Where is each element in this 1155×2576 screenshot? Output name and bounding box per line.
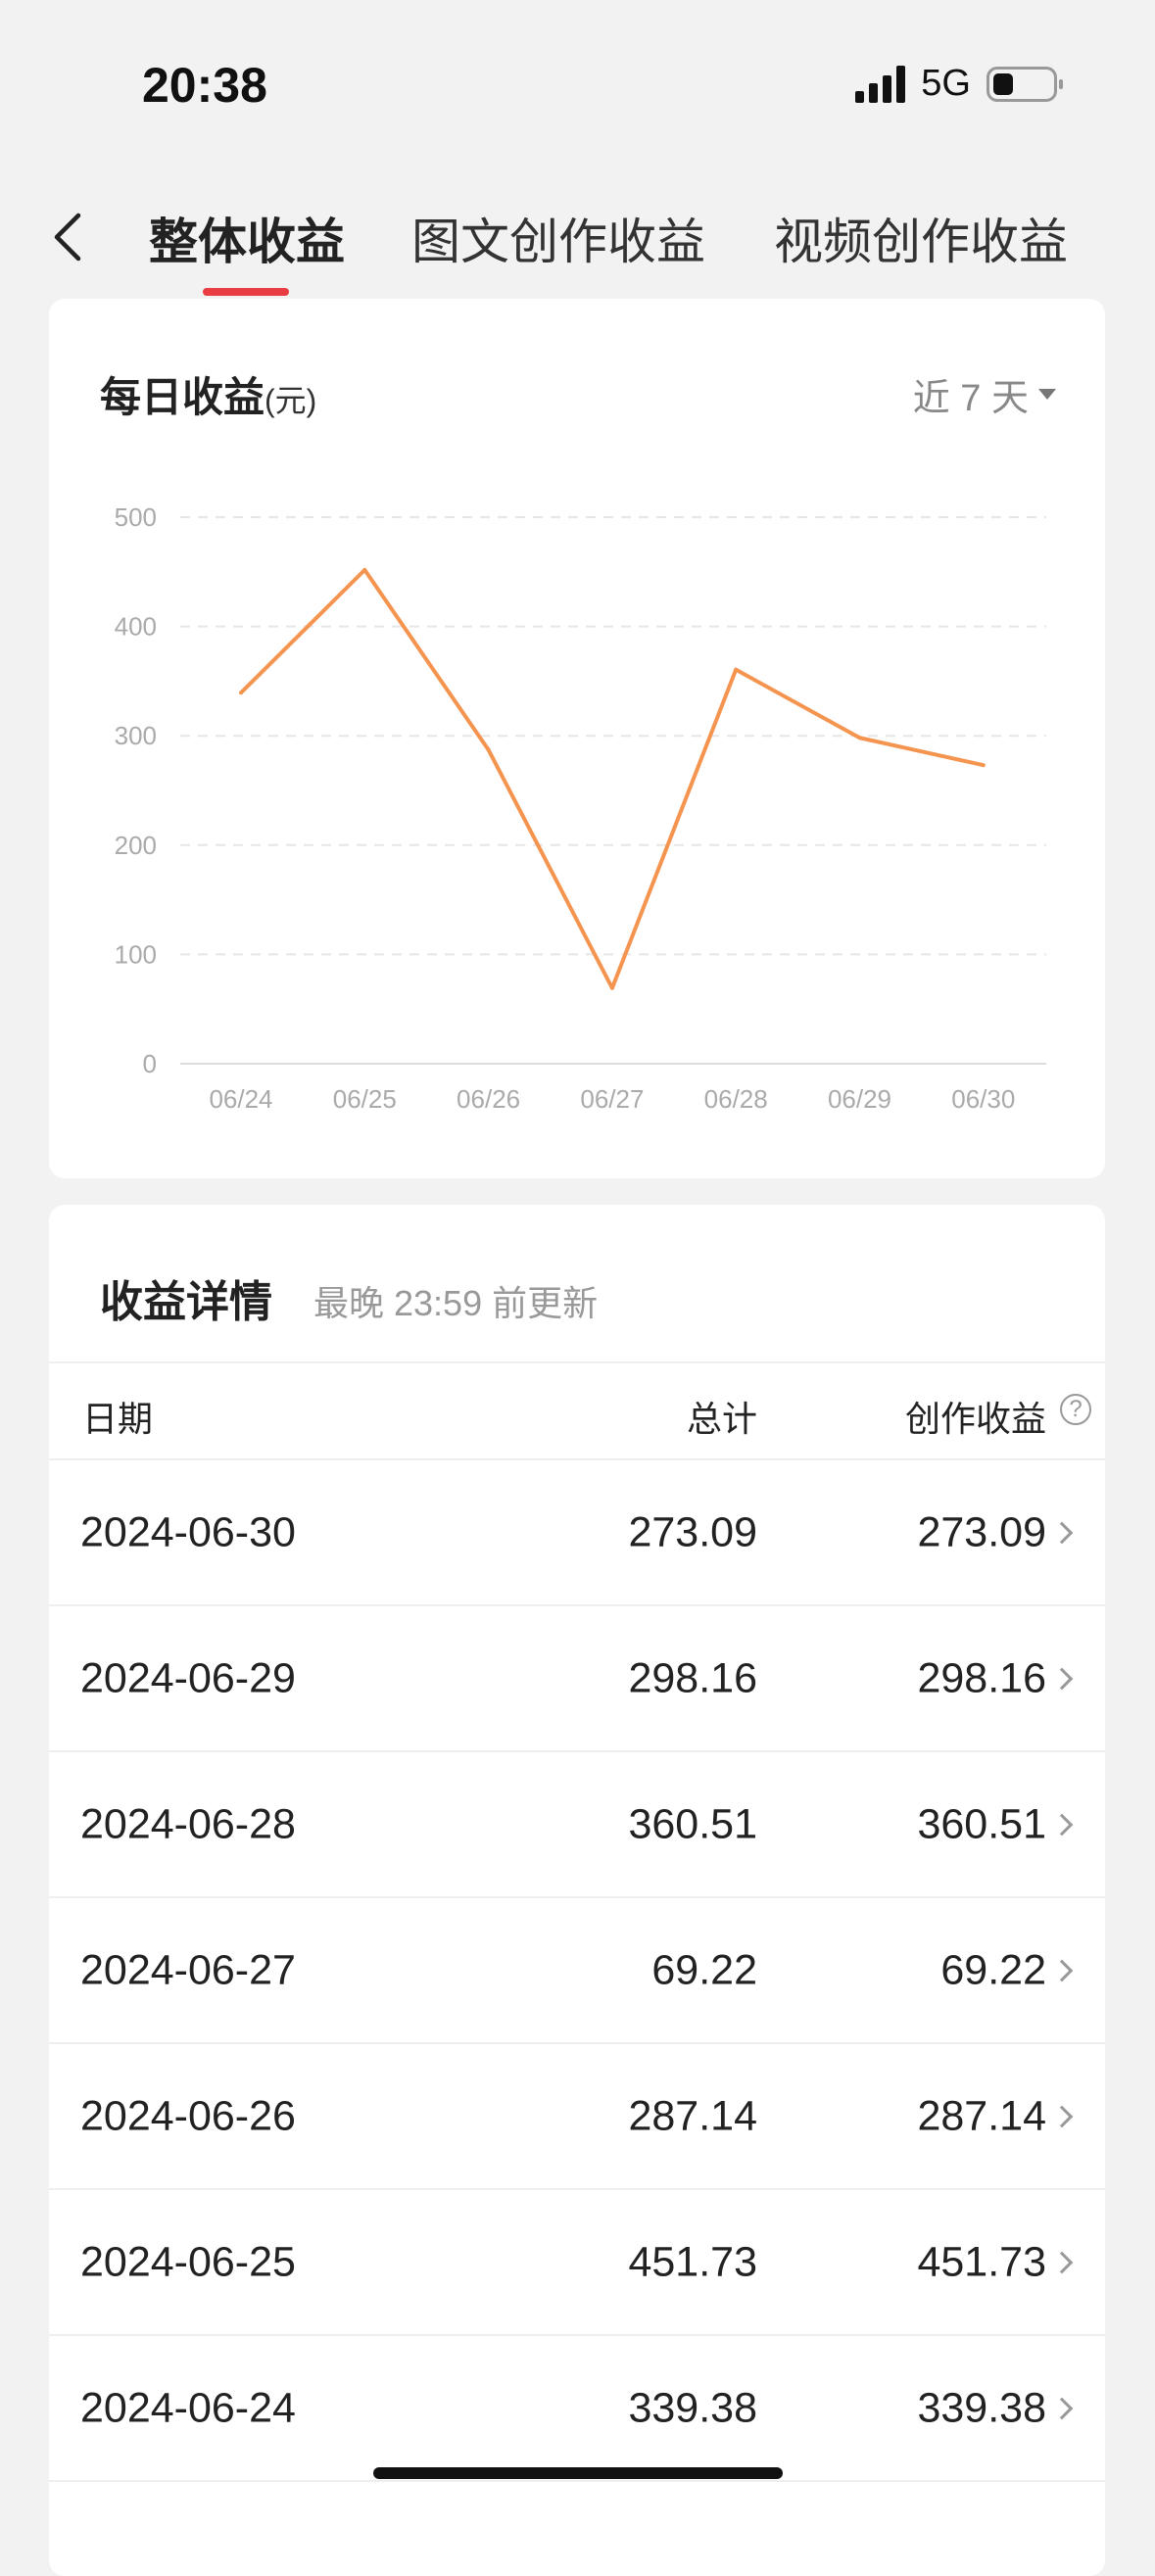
- chevron-right-icon: [1050, 2397, 1074, 2419]
- range-label: 近 7 天: [912, 378, 1029, 419]
- range-dropdown[interactable]: 近 7 天: [913, 367, 1056, 421]
- divider: [49, 1458, 1105, 1460]
- table-row[interactable]: 2024-06-25 451.73 451.73: [49, 2190, 1105, 2336]
- chevron-right-icon: [1050, 2105, 1074, 2127]
- table-row[interactable]: 2024-06-26 287.14 287.14: [49, 2044, 1105, 2190]
- row-total: 451.73: [628, 2238, 757, 2285]
- signal-icon: [855, 65, 906, 103]
- table-row[interactable]: 2024-06-27 69.22 69.22: [49, 1898, 1105, 2044]
- unit-label: (元): [265, 383, 317, 418]
- detail-title: 收益详情: [100, 1278, 272, 1326]
- data-point: [981, 763, 986, 768]
- row-creation: 451.73: [917, 2238, 1046, 2285]
- row-date: 2024-06-26: [80, 2092, 296, 2139]
- data-point: [362, 567, 367, 572]
- earnings-detail-card: 收益详情 最晚 23:59 前更新 日期 总计 创作收益 ? 2024-06-3…: [49, 1205, 1105, 2576]
- row-date: 2024-06-24: [80, 2384, 296, 2431]
- status-time: 20:38: [142, 58, 267, 113]
- row-total: 339.38: [628, 2384, 757, 2431]
- chevron-right-icon: [1050, 1667, 1074, 1690]
- detail-subtitle: 最晚 23:59 前更新: [313, 1283, 599, 1323]
- daily-earnings-card: 每日收益(元) 近 7 天 0 100 200 300 400 500 06/24 06/25…: [49, 299, 1105, 1178]
- x-tick-label: 06/24: [209, 1084, 272, 1114]
- table-row[interactable]: 2024-06-29 298.16 298.16: [49, 1606, 1105, 1752]
- chevron-right-icon: [1050, 1521, 1074, 1544]
- x-tick-label: 06/27: [580, 1084, 644, 1114]
- column-total: 总计: [686, 1399, 757, 1439]
- x-tick-label: 06/25: [333, 1084, 397, 1114]
- row-date: 2024-06-30: [80, 1508, 296, 1555]
- x-tick-label: 06/28: [704, 1084, 768, 1114]
- tab-image-text[interactable]: 图文创作收益: [411, 215, 705, 269]
- y-tick-label: 300: [115, 721, 157, 750]
- dropdown-triangle-icon: [1038, 389, 1056, 400]
- column-creation: 创作收益: [904, 1399, 1046, 1439]
- row-creation: 339.38: [917, 2384, 1046, 2431]
- table-row[interactable]: 2024-06-28 360.51 360.51: [49, 1752, 1105, 1898]
- row-creation: 287.14: [917, 2092, 1046, 2139]
- x-tick-label: 06/30: [951, 1084, 1015, 1114]
- row-total: 298.16: [628, 1654, 757, 1701]
- table-row[interactable]: 2024-06-24 339.38 339.38: [49, 2336, 1105, 2482]
- data-point: [609, 985, 614, 990]
- x-tick-label: 06/26: [457, 1084, 520, 1114]
- row-date: 2024-06-25: [80, 2238, 296, 2285]
- divider: [49, 1361, 1105, 1363]
- home-indicator: [373, 2467, 783, 2479]
- y-tick-label: 500: [115, 502, 157, 532]
- network-label: 5G: [921, 63, 971, 104]
- data-point: [857, 736, 862, 740]
- data-point: [486, 747, 491, 752]
- row-creation: 273.09: [917, 1508, 1046, 1555]
- daily-earnings-title: 每日收益(元): [100, 364, 316, 424]
- tab-video[interactable]: 视频创作收益: [774, 215, 1068, 269]
- y-tick-label: 400: [115, 612, 157, 642]
- y-tick-label: 0: [143, 1049, 157, 1078]
- row-total: 360.51: [628, 1800, 757, 1847]
- y-tick-label: 200: [115, 831, 157, 860]
- row-date: 2024-06-29: [80, 1654, 296, 1701]
- row-total: 273.09: [628, 1508, 757, 1555]
- row-creation: 360.51: [917, 1800, 1046, 1847]
- y-tick-label: 100: [115, 939, 157, 969]
- chevron-right-icon: [1050, 2251, 1074, 2273]
- earnings-line: [239, 567, 985, 990]
- help-icon[interactable]: ?: [1060, 1394, 1091, 1425]
- chevron-right-icon: [1050, 1813, 1074, 1836]
- table-row[interactable]: 2024-06-30 273.09 273.09: [49, 1460, 1105, 1606]
- title-text: 每日收益: [100, 374, 265, 420]
- row-total: 287.14: [628, 2092, 757, 2139]
- tab-overall[interactable]: 整体收益: [149, 215, 345, 269]
- row-creation: 69.22: [940, 1946, 1046, 1993]
- chevron-right-icon: [1050, 1959, 1074, 1981]
- data-point: [239, 691, 243, 695]
- back-chevron-icon[interactable]: [43, 208, 102, 266]
- row-total: 69.22: [651, 1946, 757, 1993]
- column-date: 日期: [82, 1399, 154, 1439]
- row-creation: 298.16: [917, 1654, 1046, 1701]
- row-date: 2024-06-27: [80, 1946, 296, 1993]
- daily-earnings-chart: 0 100 200 300 400 500 06/24 06/25 06/26 06/27 06/2…: [115, 502, 1046, 1114]
- row-date: 2024-06-28: [80, 1800, 296, 1847]
- data-point: [734, 667, 739, 672]
- active-tab-indicator: [203, 288, 289, 296]
- x-tick-label: 06/29: [828, 1084, 891, 1114]
- status-icons: 5G: [855, 63, 1063, 105]
- battery-icon: [987, 66, 1063, 102]
